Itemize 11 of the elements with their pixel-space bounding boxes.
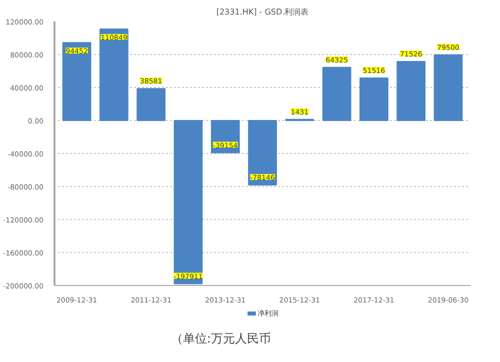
bar [62,42,92,121]
bar [360,78,388,121]
bar [322,66,352,121]
chart-title: [2331.HK] - GSD.利润表 [216,8,309,16]
bar [396,60,426,121]
bar [174,120,203,284]
bar [136,88,166,121]
bar [248,120,277,186]
bar [434,54,463,121]
text: （单位:万元人民币 [170,332,271,346]
bar [100,28,128,121]
